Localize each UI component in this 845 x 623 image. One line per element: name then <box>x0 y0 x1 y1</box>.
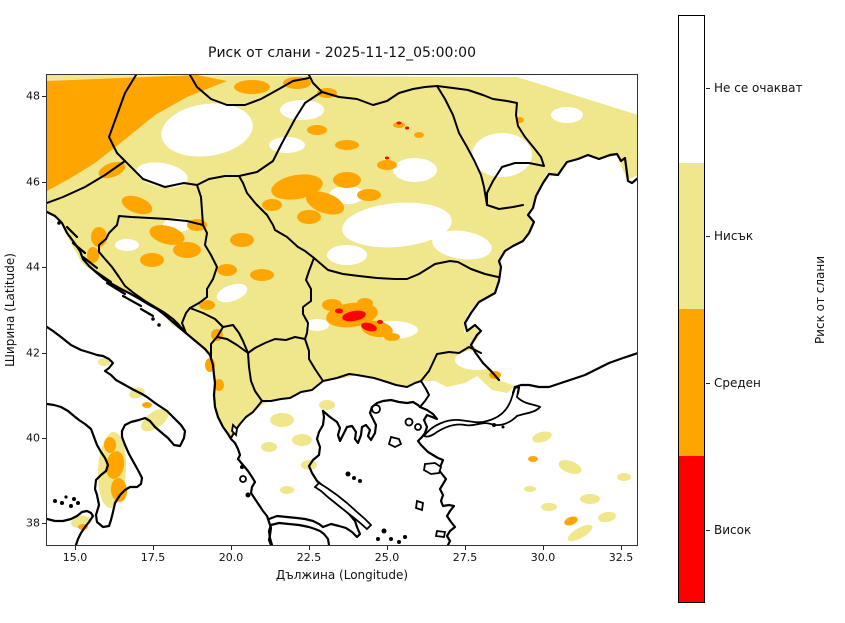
colorbar-segment-high <box>679 455 704 602</box>
border-al-mne <box>210 336 249 359</box>
border-ro-rs <box>238 175 315 259</box>
border-at-hu <box>108 75 137 162</box>
border-hu-rs <box>196 175 240 186</box>
y-tick-label: 42 <box>26 346 40 360</box>
colorbar-label-low: Нисък <box>714 229 754 243</box>
border-ro-bg <box>313 257 499 280</box>
x-tick-label: 30.0 <box>530 551 556 564</box>
risk-raster <box>47 75 637 542</box>
euboea-island <box>313 481 373 531</box>
y-tick-label: 44 <box>26 260 40 274</box>
marmara-sea <box>422 385 542 438</box>
lemnos-island <box>387 435 403 449</box>
y-tick-mark <box>42 523 46 524</box>
border-hu-hr <box>124 160 198 188</box>
black-sea-west-coast <box>463 152 637 382</box>
x-tick-mark <box>153 546 154 550</box>
country-borders <box>47 75 545 439</box>
colorbar <box>678 15 705 603</box>
border-rs-bg <box>302 257 315 340</box>
x-tick-mark <box>465 546 466 550</box>
colorbar-label-mid: Среден <box>714 376 761 390</box>
kefalonia-island <box>239 475 247 483</box>
border-al-mk <box>247 352 263 402</box>
border-md-ua <box>436 85 545 206</box>
lesbos-island <box>423 462 443 475</box>
sicily-coast <box>47 509 95 545</box>
x-tick-mark <box>231 546 232 550</box>
colorbar-title: Риск от слани <box>813 255 827 345</box>
colorbar-segment-low <box>679 162 704 309</box>
border-ro-ua-delta <box>486 204 524 210</box>
border-gr-tr <box>419 380 430 408</box>
risk-map-svg <box>47 75 637 545</box>
border-ro-ua <box>321 85 438 106</box>
y-tick-label: 48 <box>26 89 40 103</box>
x-axis-label: Дължина (Longitude) <box>275 568 409 582</box>
aeolian-islands <box>53 495 80 508</box>
black-sea-south-coast <box>513 352 637 389</box>
italy-coast <box>47 325 187 529</box>
border-si-hr <box>47 160 126 204</box>
thasos-island <box>371 404 381 414</box>
border-ro-md <box>436 85 488 206</box>
samos-island <box>434 530 447 538</box>
croatian-islands <box>57 221 161 327</box>
attica-euboea-coast <box>307 409 362 539</box>
y-tick-mark <box>42 353 46 354</box>
x-tick-label: 22.5 <box>296 551 322 564</box>
y-tick-mark <box>42 438 46 439</box>
border-hr-rs <box>196 184 204 226</box>
x-tick-mark <box>75 546 76 550</box>
border-bg-mk <box>304 338 324 382</box>
plot-title: Риск от слани - 2025-11-12_05:00:00 <box>208 45 476 61</box>
colorbar-tick <box>706 88 710 89</box>
border-bg-gr <box>322 373 422 388</box>
border-mk-rs <box>247 336 306 354</box>
colorbar-segment-none <box>679 16 704 163</box>
border-rs-bih <box>202 224 218 290</box>
border-mne-rs2 <box>189 307 224 328</box>
y-tick-mark <box>42 182 46 183</box>
y-tick-label: 46 <box>26 175 40 189</box>
x-tick-mark <box>543 546 544 550</box>
colorbar-label-none: Не се очакват <box>714 81 803 95</box>
y-tick-label: 40 <box>26 431 40 445</box>
x-tick-label: 17.5 <box>140 551 166 564</box>
imbros-island <box>414 423 422 431</box>
colorbar-label-high: Висок <box>714 523 752 537</box>
peloponnese-coast <box>267 521 331 545</box>
chios-island <box>415 499 424 512</box>
y-tick-label: 38 <box>26 516 40 530</box>
x-tick-mark <box>309 546 310 550</box>
gulf-of-corinth <box>267 514 325 529</box>
plot-area <box>46 74 638 546</box>
y-tick-mark <box>42 267 46 268</box>
x-tick-label: 27.5 <box>452 551 478 564</box>
colorbar-tick <box>706 530 710 531</box>
x-tick-label: 32.5 <box>608 551 634 564</box>
colorbar-tick <box>706 236 710 237</box>
colorbar-segment-mid <box>679 309 704 456</box>
y-tick-mark <box>42 96 46 97</box>
corfu-island <box>231 423 238 437</box>
border-hu-ua <box>308 75 323 93</box>
border-hu-ro <box>238 91 323 177</box>
chalkidiki-thrace-coast <box>321 398 422 445</box>
coastlines <box>47 152 637 545</box>
y-axis-label: Ширина (Latitude) <box>3 253 17 367</box>
border-bg-tr <box>420 346 482 382</box>
colorbar-tick <box>706 383 710 384</box>
x-tick-label: 25.0 <box>374 551 400 564</box>
border-gr-mk <box>261 380 324 402</box>
x-tick-mark <box>621 546 622 550</box>
x-tick-label: 20.0 <box>218 551 244 564</box>
x-tick-mark <box>387 546 388 550</box>
border-sk-hu <box>189 75 310 106</box>
aegean-islands <box>231 404 505 544</box>
border-kosovo <box>216 324 249 354</box>
x-tick-label: 15.0 <box>62 551 88 564</box>
samothrace-island <box>404 417 414 427</box>
